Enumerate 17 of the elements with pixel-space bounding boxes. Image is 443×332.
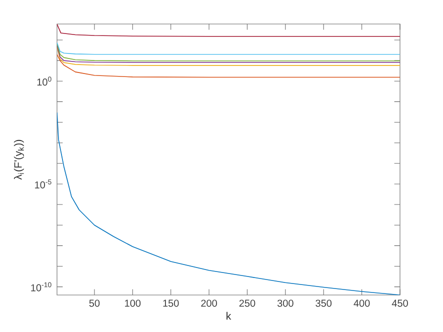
- x-tick-label: 50: [89, 300, 100, 307]
- x-tick-label: 100: [125, 300, 141, 307]
- x-tick-label: 150: [163, 300, 179, 307]
- line-series: [57, 24, 400, 37]
- x-tick-label: 450: [392, 300, 408, 307]
- x-tick-label: 300: [277, 300, 294, 307]
- x-tick-label: 400: [354, 300, 370, 307]
- y-tick-label: 10$^{-5}$: [35, 180, 52, 188]
- line-series: [57, 46, 400, 66]
- y-tick-label: 10$^{-10}$: [31, 282, 52, 292]
- y-axis-title: λ$_{i}$(F'(y$_{k}$)): [14, 140, 24, 180]
- x-tick-label: 200: [201, 300, 217, 307]
- x-tick-label: 350: [316, 300, 332, 307]
- x-tick-label: 250: [239, 300, 256, 307]
- x-axis-title: k: [226, 312, 232, 320]
- line-series: [57, 54, 400, 78]
- y-tick-label: 10$^{0}$: [37, 76, 52, 86]
